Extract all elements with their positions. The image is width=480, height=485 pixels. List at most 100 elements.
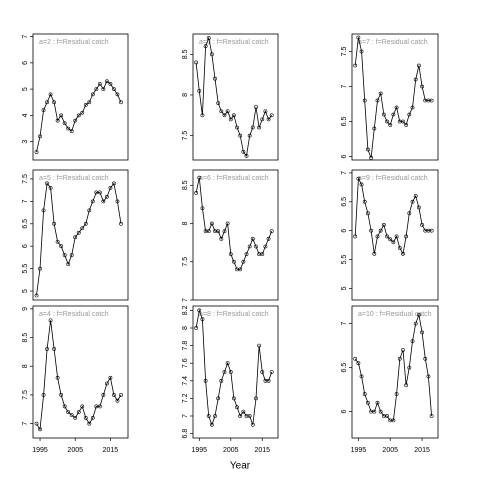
point xyxy=(397,356,402,361)
point xyxy=(375,98,380,103)
point xyxy=(416,63,421,68)
point xyxy=(45,181,49,186)
point xyxy=(48,92,53,97)
point xyxy=(209,221,214,226)
y-tick-label: 7 xyxy=(341,84,348,88)
y-tick-label: 6 xyxy=(22,61,29,65)
x-tick-label: 2005 xyxy=(223,447,239,454)
point xyxy=(62,404,67,409)
point xyxy=(90,92,95,97)
point xyxy=(260,370,265,374)
point xyxy=(115,199,120,204)
point xyxy=(66,126,71,131)
point xyxy=(34,293,39,298)
point xyxy=(69,253,74,258)
point xyxy=(429,98,434,103)
point xyxy=(52,221,57,226)
point xyxy=(366,211,370,216)
point xyxy=(269,113,274,118)
point xyxy=(115,92,120,97)
x-tick-label: 1995 xyxy=(192,447,208,454)
point xyxy=(225,361,230,366)
point xyxy=(219,236,224,241)
point xyxy=(269,229,274,234)
y-tick-label: 7 xyxy=(182,298,189,302)
point xyxy=(200,206,205,211)
y-tick-label: 7 xyxy=(22,199,29,203)
point xyxy=(423,356,428,361)
y-tick-label: 6.5 xyxy=(341,363,348,373)
y-tick-label: 6 xyxy=(341,229,348,233)
panel-label: a=2 : f=Residual catch xyxy=(39,39,109,46)
point xyxy=(112,393,116,397)
point xyxy=(80,110,85,115)
point xyxy=(38,427,42,432)
point xyxy=(266,378,271,383)
point xyxy=(404,383,409,388)
point xyxy=(232,113,236,118)
point xyxy=(362,392,367,396)
panel-frame xyxy=(351,305,439,439)
point xyxy=(426,374,431,379)
y-tick-label: 6 xyxy=(341,410,348,414)
point xyxy=(238,133,243,138)
y-tick-label: 5 xyxy=(22,87,29,91)
panel-frame xyxy=(32,33,129,161)
point xyxy=(420,84,424,89)
point xyxy=(254,396,258,401)
point xyxy=(59,244,64,249)
point xyxy=(366,400,370,405)
point xyxy=(263,244,268,249)
y-tick-label: 6.5 xyxy=(341,197,348,207)
point xyxy=(388,123,393,127)
point xyxy=(401,119,405,124)
y-tick-label: 6.8 xyxy=(182,429,189,439)
y-tick-label: 7 xyxy=(182,414,189,418)
series-line xyxy=(354,37,432,159)
point xyxy=(66,410,71,415)
x-tick-label: 2015 xyxy=(414,447,430,454)
point xyxy=(197,175,202,180)
point xyxy=(213,76,217,81)
x-tick-label: 2005 xyxy=(382,447,398,454)
point xyxy=(52,100,57,105)
y-tick-label: 3 xyxy=(22,140,29,144)
point xyxy=(260,252,265,257)
point xyxy=(235,125,239,130)
point xyxy=(203,44,208,49)
point xyxy=(241,149,246,154)
point xyxy=(112,181,116,186)
point xyxy=(362,98,367,103)
y-tick-label: 7 xyxy=(341,322,348,326)
point xyxy=(241,409,246,414)
y-tick-label: 7.5 xyxy=(341,47,348,57)
point xyxy=(62,253,67,258)
series-line xyxy=(354,177,432,255)
point xyxy=(225,221,230,226)
point xyxy=(97,404,102,409)
point xyxy=(388,237,393,242)
point xyxy=(62,121,67,126)
point xyxy=(257,125,262,130)
point xyxy=(101,199,106,204)
y-tick-label: 7.6 xyxy=(182,358,189,368)
point xyxy=(34,150,39,155)
point xyxy=(381,222,386,227)
point xyxy=(397,246,402,250)
panel-frame xyxy=(192,33,279,161)
panel-label: a=4 : f=Residual catch xyxy=(39,311,109,318)
y-tick-label: 7 xyxy=(22,422,29,426)
point xyxy=(115,398,120,403)
point xyxy=(209,422,214,427)
y-tick-label: 7.5 xyxy=(22,390,29,400)
point xyxy=(353,234,358,239)
panel-frame xyxy=(192,169,279,301)
y-tick-label: 7 xyxy=(341,171,348,175)
point xyxy=(73,118,78,123)
y-tick-label: 6 xyxy=(22,244,29,248)
point xyxy=(404,123,409,127)
point xyxy=(254,105,258,110)
point xyxy=(48,318,53,323)
point xyxy=(263,109,268,114)
